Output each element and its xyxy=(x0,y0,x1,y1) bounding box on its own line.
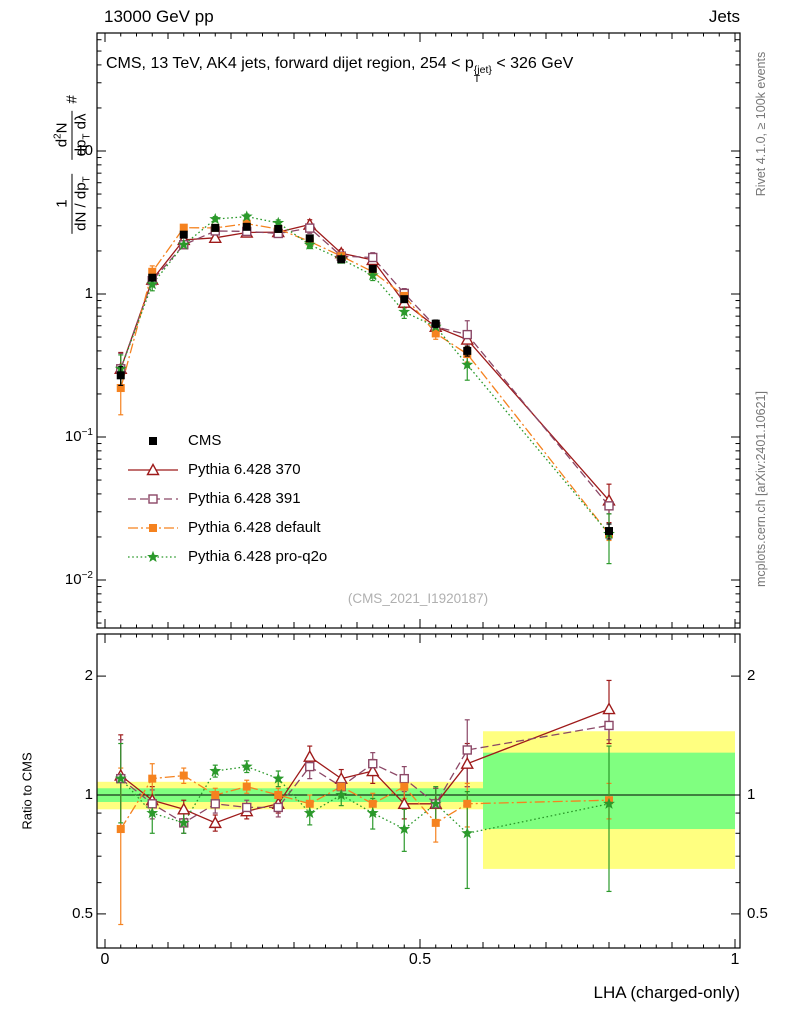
ratio-ytick-right-1: 1 xyxy=(747,786,756,803)
ytick-10: 10 xyxy=(76,142,93,159)
pt-symbol: p xyxy=(464,55,474,72)
xtick-05: 0.5 xyxy=(408,951,432,968)
xtick-0: 0 xyxy=(100,951,110,968)
plot-title-text: CMS, 13 TeV, AK4 jets, forward dijet reg… xyxy=(106,55,465,72)
x-axis-title: LHA (charged-only) xyxy=(593,983,740,1002)
xtick-1: 1 xyxy=(730,951,740,968)
ytick-1e-1: 10−1 xyxy=(64,427,93,446)
ratio-ytick-right-05: 0.5 xyxy=(747,905,768,922)
legend-label-pythia-391: Pythia 6.428 391 xyxy=(188,490,301,507)
watermark-analysis-id: (CMS_2021_I1920187) xyxy=(347,591,489,606)
ratio-axis-title: Ratio to CMS xyxy=(19,752,35,830)
ratio-ytick-left-1: 1 xyxy=(84,786,93,803)
plot-title: CMS, 13 TeV, AK4 jets, forward dijet reg… xyxy=(106,55,573,84)
ytick-1: 1 xyxy=(84,285,93,302)
pt-supsub: {jet} T xyxy=(473,64,492,85)
ratio-ytick-left-2: 2 xyxy=(84,667,93,684)
plot-title-suffix: < 326 GeV xyxy=(491,55,574,72)
rivet-version-note: Rivet 4.1.0, ≥ 100k events xyxy=(754,51,768,197)
ytick-1e-2: 10−2 xyxy=(64,570,93,589)
yaxis-hash: # xyxy=(63,95,81,104)
mcplots-attribution-note: mcplots.cern.ch [arXiv:2401.10621] xyxy=(754,391,768,587)
header-beam-energy: 13000 GeV pp xyxy=(104,7,214,26)
legend-label-pythia-default: Pythia 6.428 default xyxy=(188,519,321,536)
y-axis-title: 1 dN / dpT d2N dpT dλ # xyxy=(53,95,93,241)
legend-label-pythia-proq2o: Pythia 6.428 pro-q2o xyxy=(188,548,328,565)
legend-label-pythia-370: Pythia 6.428 370 xyxy=(188,461,301,478)
legend-label-cms: CMS xyxy=(188,432,222,449)
ratio-ytick-right-2: 2 xyxy=(747,667,756,684)
yaxis-frac-1: 1 dN / dpT xyxy=(53,173,93,234)
ratio-ytick-left-05: 0.5 xyxy=(72,905,93,922)
header-analysis-group: Jets xyxy=(708,7,740,26)
